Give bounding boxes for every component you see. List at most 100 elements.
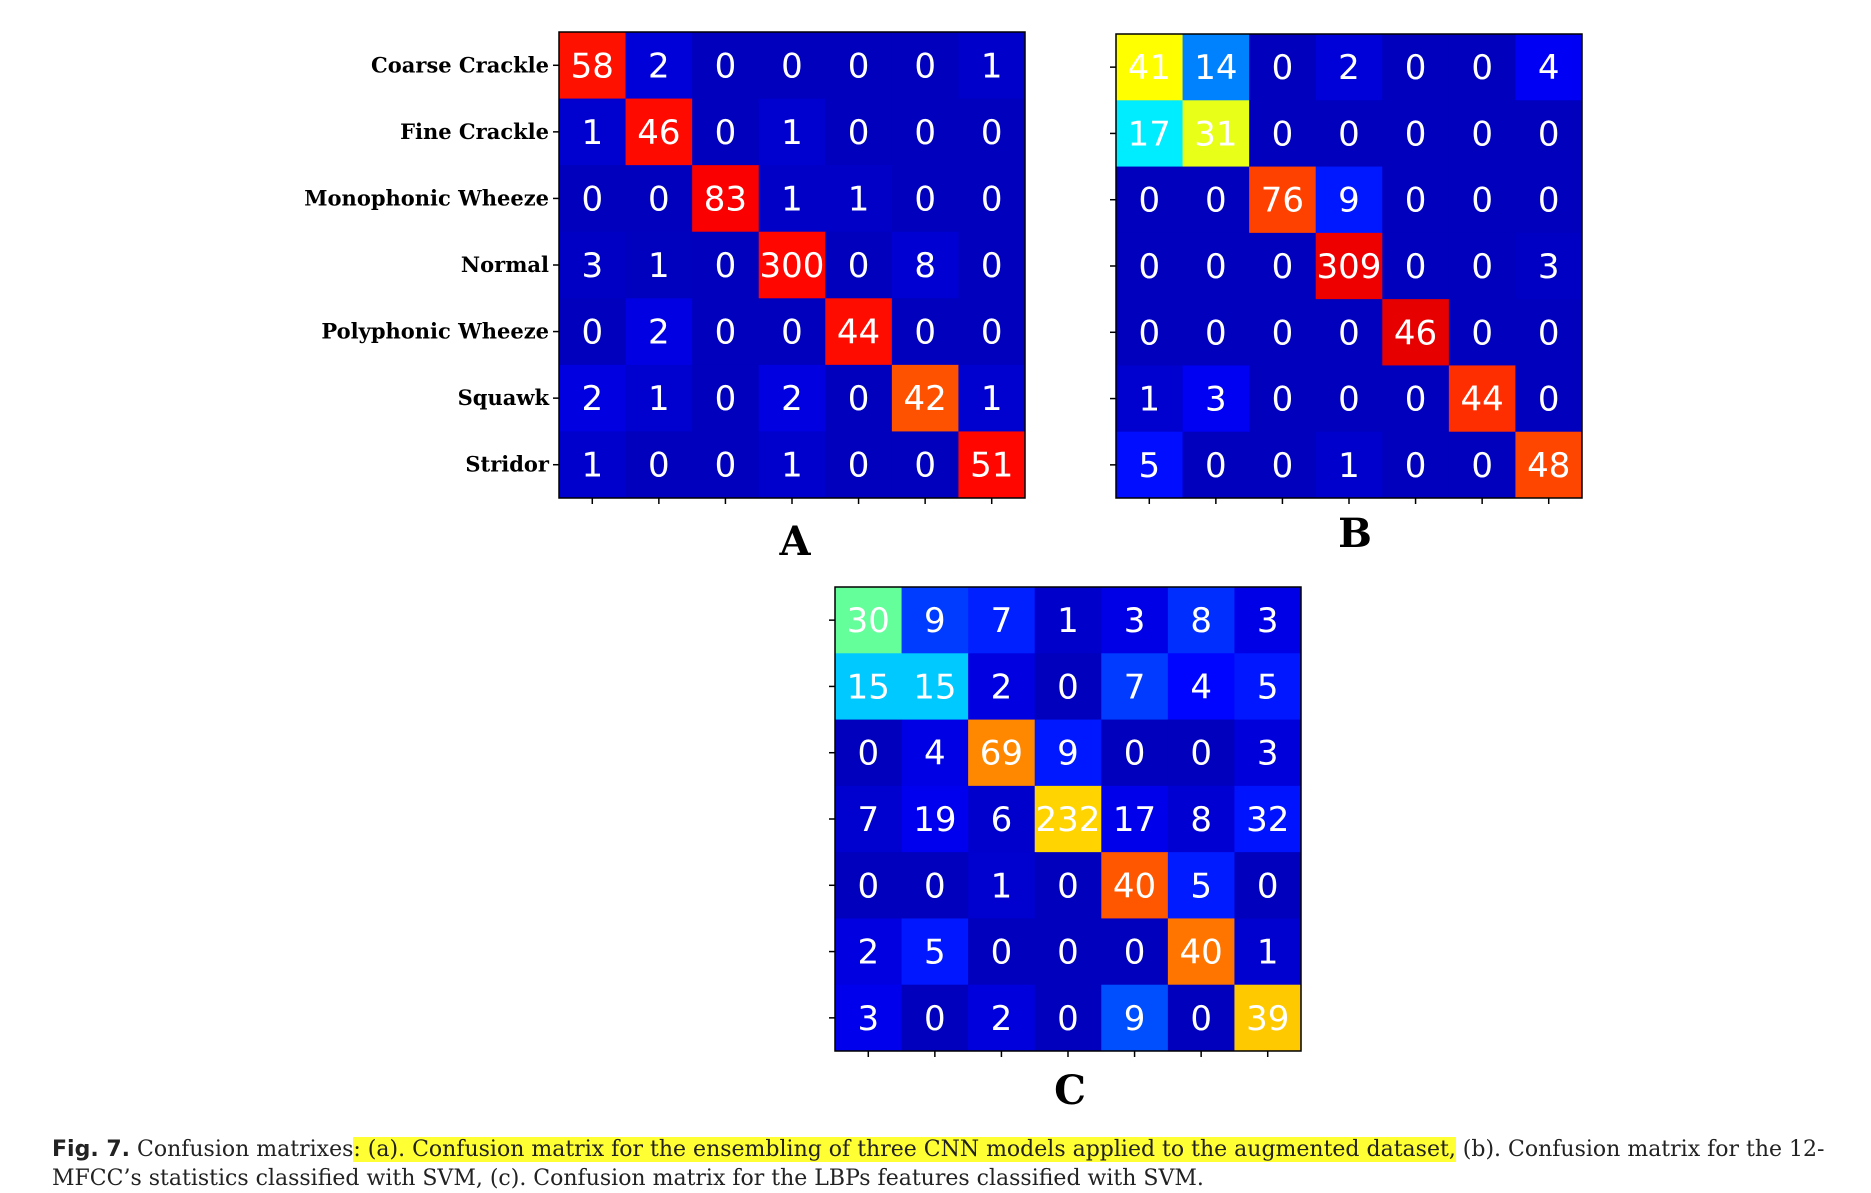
matrix-cell (835, 587, 903, 654)
matrix-cell (1116, 232, 1184, 300)
matrix-cell (958, 431, 1026, 499)
matrix-cell-value: 32 (1246, 800, 1289, 840)
matrix-cell (1234, 984, 1302, 1052)
matrix-cell (1249, 431, 1317, 499)
matrix-cell-value: 1 (1257, 933, 1279, 973)
matrix-cell (1382, 431, 1450, 499)
matrix-cell (692, 298, 760, 366)
matrix-cell (1382, 232, 1450, 300)
matrix-cell (1315, 166, 1383, 234)
matrix-cell-value: 44 (1461, 380, 1504, 420)
matrix-cell-value: 0 (1471, 48, 1493, 88)
matrix-cell-value: 0 (914, 179, 936, 219)
matrix-cell-value: 0 (1405, 380, 1427, 420)
matrix-cell (1182, 232, 1250, 300)
matrix-cell-value: 0 (924, 999, 946, 1039)
matrix-cell (1101, 653, 1169, 721)
matrix-cell-value: 0 (848, 246, 870, 286)
matrix-cell-value: 0 (1338, 114, 1360, 154)
matrix-cell-value: 0 (1257, 866, 1279, 906)
matrix-cell-value: 0 (1272, 380, 1294, 420)
matrix-cell-value: 1 (781, 113, 803, 153)
matrix-cell-value: 0 (914, 313, 936, 353)
matrix-cell (958, 364, 1026, 432)
matrix-cell-value: 0 (1138, 313, 1160, 353)
matrix-cell (1448, 166, 1516, 234)
matrix-cell (825, 431, 893, 499)
matrix-cell (968, 719, 1036, 787)
matrix-cell-value: 8 (1190, 800, 1212, 840)
matrix-cell-value: 14 (1194, 48, 1237, 88)
matrix-cell-value: 0 (581, 313, 603, 353)
matrix-cell-value: 0 (581, 179, 603, 219)
matrix-cell-value: 0 (1471, 181, 1493, 221)
matrix-cell-value: 4 (1538, 48, 1560, 88)
matrix-cell (891, 298, 959, 366)
confusion-matrix-a: 58 2 0 0 0 0 1 1 46 0 1 0 0 0 0 0 83 1 1 0 0 3 1 0 300 0 8 0 0 2 0 0 44 0… (553, 31, 1026, 504)
matrix-cell (1034, 653, 1102, 721)
matrix-cell (825, 231, 893, 299)
matrix-cell-value: 83 (704, 179, 747, 219)
matrix-cell (1249, 100, 1317, 168)
matrix-cell-value: 0 (1138, 247, 1160, 287)
matrix-cell-value: 58 (571, 46, 614, 86)
matrix-cell-value: 0 (1205, 313, 1227, 353)
matrix-cell (1116, 431, 1184, 499)
matrix-cell-value: 5 (1190, 866, 1212, 906)
matrix-cell (1249, 166, 1317, 234)
matrix-cell (891, 165, 959, 233)
matrix-cell-value: 0 (1405, 247, 1427, 287)
matrix-cell (968, 653, 1036, 721)
matrix-cell-value: 0 (1272, 48, 1294, 88)
matrix-cell-value: 2 (991, 999, 1013, 1039)
matrix-cell (1034, 785, 1102, 853)
matrix-cell-value: 5 (924, 933, 946, 973)
matrix-cell (1182, 100, 1250, 168)
matrix-cell-value: 4 (1190, 667, 1212, 707)
matrix-cell (1182, 431, 1250, 499)
matrix-cell-value: 9 (1057, 734, 1079, 774)
matrix-cell-value: 30 (847, 601, 890, 641)
matrix-cell (835, 653, 903, 721)
matrix-cell-value: 0 (857, 866, 879, 906)
matrix-cell (968, 852, 1036, 919)
matrix-cell (1167, 719, 1235, 787)
matrix-cell (1101, 918, 1169, 986)
matrix-cell-value: 51 (970, 446, 1013, 486)
matrix-cell-value: 0 (1471, 446, 1493, 486)
matrix-cell (958, 165, 1026, 233)
matrix-cell (1234, 785, 1302, 853)
matrix-cell (1034, 852, 1102, 919)
matrix-cell (1167, 984, 1235, 1052)
matrix-cell (1315, 34, 1383, 101)
matrix-cell-value: 40 (1180, 933, 1223, 973)
matrix-cell-value: 0 (1205, 446, 1227, 486)
matrix-cell-value: 0 (1405, 48, 1427, 88)
matrix-cell (625, 32, 693, 100)
matrix-cell (901, 984, 969, 1052)
matrix-cell (891, 98, 959, 166)
matrix-cell (1034, 984, 1102, 1052)
matrix-cell-value: 8 (914, 246, 936, 286)
matrix-cell-value: 309 (1317, 247, 1382, 287)
matrix-cell-value: 0 (848, 379, 870, 419)
matrix-cell (1315, 100, 1383, 168)
matrix-cell-value: 1 (1338, 446, 1360, 486)
matrix-cell (1515, 299, 1583, 366)
matrix-cell-value: 0 (1538, 181, 1560, 221)
matrix-cell (1182, 365, 1250, 433)
matrix-cell-value: 2 (991, 667, 1013, 707)
matrix-cell (825, 298, 893, 366)
matrix-cell-value: 0 (981, 113, 1003, 153)
matrix-cell (891, 364, 959, 432)
matrix-cell (901, 719, 969, 787)
matrix-cell (1101, 852, 1169, 919)
matrix-cell-value: 300 (760, 246, 825, 286)
panel-letter-c: C (1054, 1067, 1086, 1114)
matrix-cell-value: 0 (1190, 734, 1212, 774)
matrix-cell-value: 0 (1338, 380, 1360, 420)
matrix-cell-value: 15 (913, 667, 956, 707)
matrix-cell-value: 0 (1471, 114, 1493, 154)
matrix-cell-value: 1 (781, 179, 803, 219)
matrix-cell (835, 852, 903, 919)
